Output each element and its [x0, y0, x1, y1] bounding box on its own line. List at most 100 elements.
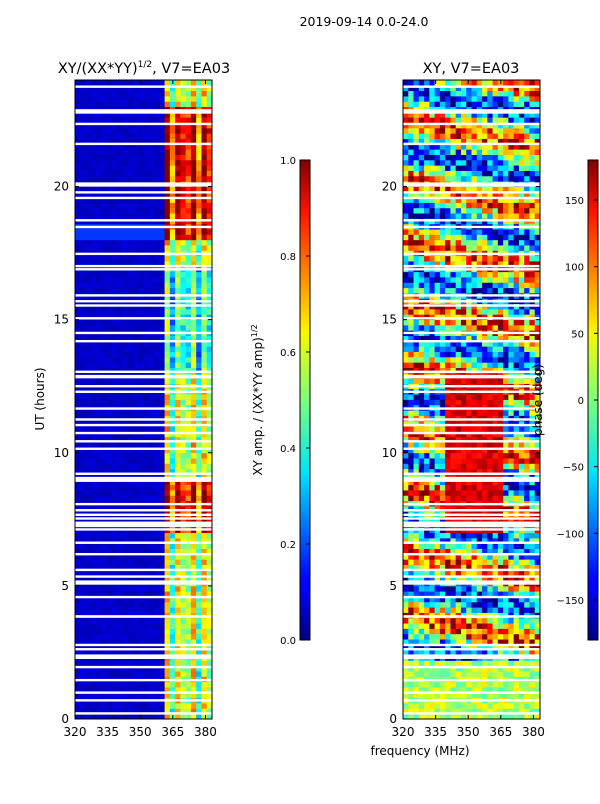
heatmap-cell: [482, 602, 488, 608]
heatmap-cell: [154, 160, 160, 166]
heatmap-cell: [112, 272, 118, 278]
heatmap-cell: [201, 325, 207, 331]
heatmap-cell: [403, 559, 409, 565]
heatmap-cell: [201, 234, 207, 240]
heatmap-cell: [466, 490, 472, 496]
heatmap-cell: [107, 682, 113, 688]
heatmap-cell: [529, 660, 535, 666]
heatmap-cell: [186, 240, 192, 246]
heatmap-cell: [75, 453, 81, 459]
heatmap-cell: [122, 229, 128, 235]
heatmap-cell: [482, 410, 488, 416]
heatmap-cell: [144, 165, 150, 171]
heatmap-cell: [196, 277, 202, 283]
heatmap-cell: [144, 117, 150, 123]
heatmap-cell: [117, 171, 123, 177]
heatmap-cell: [154, 149, 160, 155]
heatmap-cell: [159, 485, 165, 491]
heatmap-cell: [112, 703, 118, 709]
heatmap-cell: [180, 394, 186, 400]
heatmap-cell: [122, 320, 128, 326]
heatmap-cell: [503, 628, 509, 634]
heatmap-cell: [180, 256, 186, 262]
heatmap-cell: [133, 160, 139, 166]
heatmap-cell: [144, 362, 150, 368]
flagged-row: [75, 294, 212, 296]
heatmap-cell: [461, 634, 467, 640]
heatmap-cell: [154, 485, 160, 491]
heatmap-cell: [408, 442, 414, 448]
heatmap-cell: [117, 362, 123, 368]
heatmap-cell: [138, 682, 144, 688]
heatmap-cell: [154, 309, 160, 315]
heatmap-cell: [514, 442, 520, 448]
heatmap-cell: [165, 607, 171, 613]
heatmap-cell: [196, 325, 202, 331]
heatmap-cell: [445, 485, 451, 491]
heatmap-cell: [191, 309, 197, 315]
heatmap-cell: [128, 463, 134, 469]
heatmap-cell: [408, 543, 414, 549]
heatmap-cell: [91, 160, 97, 166]
heatmap-cell: [170, 357, 176, 363]
heatmap-cell: [128, 533, 134, 539]
heatmap-cell: [487, 586, 493, 592]
heatmap-cell: [159, 96, 165, 102]
heatmap-cell: [80, 660, 86, 666]
heatmap-cell: [201, 101, 207, 107]
heatmap-cell: [191, 234, 197, 240]
heatmap-cell: [180, 703, 186, 709]
heatmap-cell: [122, 602, 128, 608]
heatmap-cell: [122, 628, 128, 634]
heatmap-cell: [450, 634, 456, 640]
heatmap-cell: [133, 623, 139, 629]
flagged-row: [75, 340, 212, 342]
heatmap-cell: [408, 362, 414, 368]
heatmap-cell: [165, 101, 171, 107]
heatmap-cell: [128, 357, 134, 363]
heatmap-cell: [96, 309, 102, 315]
heatmap-cell: [80, 495, 86, 501]
heatmap-cell: [165, 240, 171, 246]
heatmap-cell: [196, 234, 202, 240]
heatmap-cell: [159, 160, 165, 166]
heatmap-cell: [128, 208, 134, 214]
heatmap-cell: [435, 543, 441, 549]
heatmap-cell: [466, 463, 472, 469]
heatmap-cell: [128, 634, 134, 640]
heatmap-cell: [440, 426, 446, 432]
heatmap-cell: [414, 628, 420, 634]
heatmap-cell: [456, 490, 462, 496]
heatmap-cell: [414, 671, 420, 677]
flagged-row: [75, 657, 212, 659]
heatmap-cell: [80, 128, 86, 134]
heatmap-cell: [435, 607, 441, 613]
heatmap-cell: [498, 671, 504, 677]
heatmap-cell: [80, 346, 86, 352]
heatmap-cell: [96, 101, 102, 107]
heatmap-cell: [128, 628, 134, 634]
heatmap-cell: [133, 117, 139, 123]
heatmap-cell: [440, 559, 446, 565]
heatmap-cell: [91, 400, 97, 406]
heatmap-cell: [149, 309, 155, 315]
heatmap-cell: [419, 357, 425, 363]
heatmap-cell: [133, 309, 139, 315]
heatmap-cell: [414, 703, 420, 709]
heatmap-cell: [482, 458, 488, 464]
heatmap-cell: [508, 426, 514, 432]
heatmap-cell: [91, 453, 97, 459]
heatmap-cell: [128, 240, 134, 246]
heatmap-cell: [445, 357, 451, 363]
heatmap-cell: [154, 288, 160, 294]
heatmap-cell: [80, 202, 86, 208]
heatmap-cell: [201, 117, 207, 123]
heatmap-cell: [170, 272, 176, 278]
heatmap-cell: [165, 378, 171, 384]
heatmap-cell: [117, 533, 123, 539]
flagged-row: [75, 253, 212, 255]
heatmap-cell: [159, 671, 165, 677]
heatmap-cell: [519, 682, 525, 688]
heatmap-cell: [91, 660, 97, 666]
heatmap-cell: [508, 378, 514, 384]
